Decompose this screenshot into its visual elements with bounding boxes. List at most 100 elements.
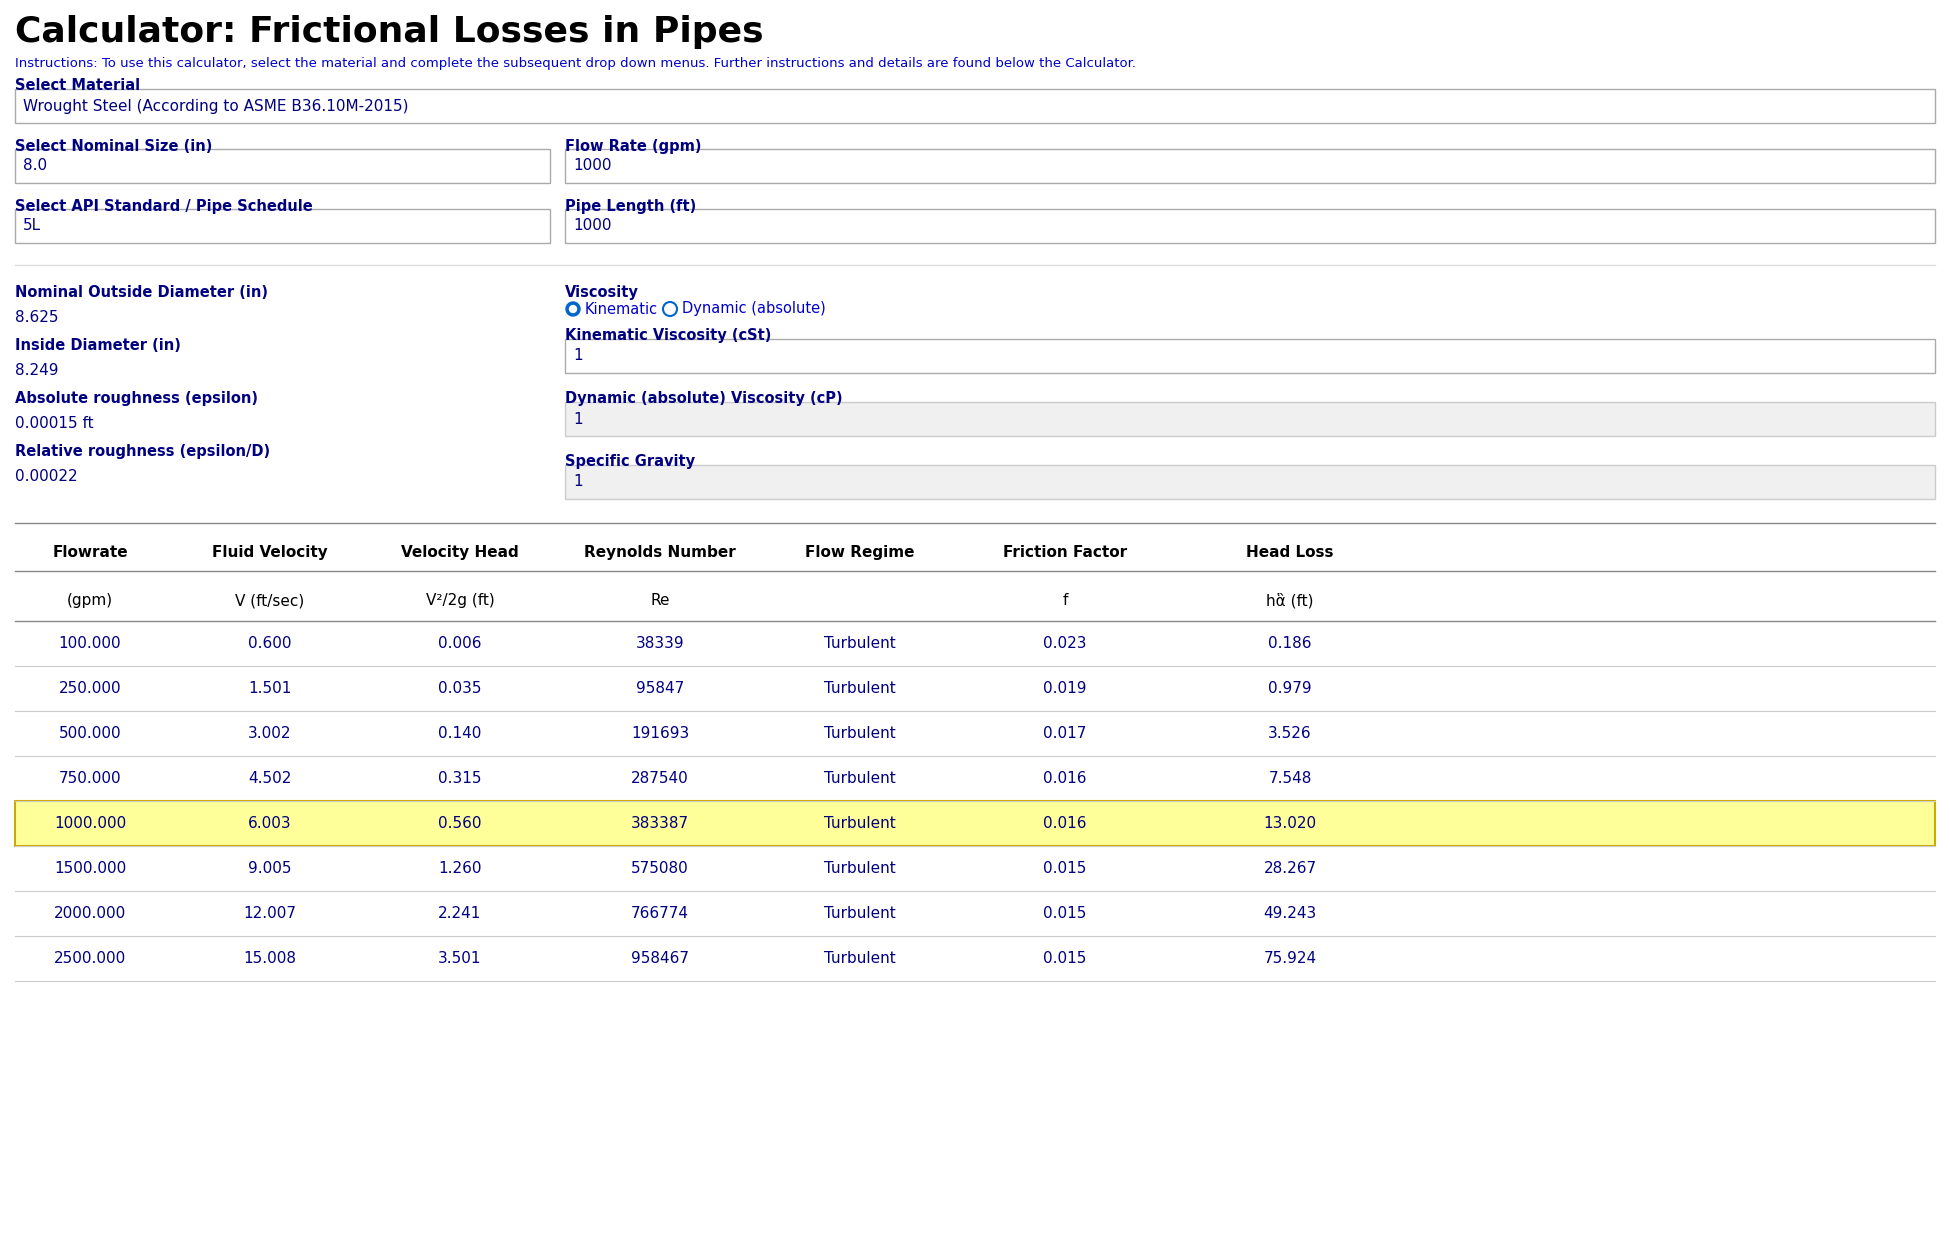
Text: 1.501: 1.501 (248, 680, 292, 695)
Text: 0.979: 0.979 (1268, 680, 1312, 695)
Text: 2.241: 2.241 (439, 906, 482, 921)
Text: Dynamic (absolute): Dynamic (absolute) (682, 302, 825, 317)
Text: Instructions: To use this calculator, select the material and complete the subse: Instructions: To use this calculator, se… (16, 56, 1137, 70)
Text: 750.000: 750.000 (58, 771, 121, 786)
Text: Flow Rate (gpm): Flow Rate (gpm) (566, 139, 702, 154)
Text: Select Material: Select Material (16, 78, 140, 93)
Text: Turbulent: Turbulent (825, 771, 895, 786)
Text: Select API Standard / Pipe Schedule: Select API Standard / Pipe Schedule (16, 199, 312, 214)
Text: 1: 1 (573, 411, 583, 426)
Text: 250.000: 250.000 (58, 680, 121, 695)
Text: Velocity Head: Velocity Head (402, 545, 519, 560)
FancyBboxPatch shape (16, 89, 1934, 123)
Text: Wrought Steel (According to ASME B36.10M-2015): Wrought Steel (According to ASME B36.10M… (23, 99, 408, 114)
Text: Dynamic (absolute) Viscosity (cP): Dynamic (absolute) Viscosity (cP) (566, 391, 842, 406)
Text: 100.000: 100.000 (58, 637, 121, 652)
FancyBboxPatch shape (566, 149, 1934, 183)
Text: 0.019: 0.019 (1043, 680, 1086, 695)
Text: Viscosity: Viscosity (566, 284, 640, 299)
Text: 28.267: 28.267 (1264, 861, 1316, 876)
Text: 0.600: 0.600 (248, 637, 292, 652)
Text: 38339: 38339 (636, 637, 684, 652)
Text: Nominal Outside Diameter (in): Nominal Outside Diameter (in) (16, 284, 267, 299)
Text: 8.249: 8.249 (16, 363, 58, 378)
Text: 383387: 383387 (632, 816, 688, 831)
Text: 0.006: 0.006 (439, 637, 482, 652)
Text: Turbulent: Turbulent (825, 637, 895, 652)
Circle shape (569, 306, 577, 312)
Text: 0.00022: 0.00022 (16, 469, 78, 484)
Text: Turbulent: Turbulent (825, 861, 895, 876)
Text: 1: 1 (573, 348, 583, 363)
Text: 1: 1 (573, 475, 583, 490)
Text: 1000: 1000 (573, 158, 612, 173)
Text: V²/2g (ft): V²/2g (ft) (425, 593, 495, 608)
Text: 9.005: 9.005 (248, 861, 292, 876)
Text: 1.260: 1.260 (439, 861, 482, 876)
Text: 49.243: 49.243 (1264, 906, 1316, 921)
Text: Friction Factor: Friction Factor (1002, 545, 1127, 560)
Text: Turbulent: Turbulent (825, 680, 895, 695)
Text: Turbulent: Turbulent (825, 725, 895, 741)
Text: 1000: 1000 (573, 218, 612, 233)
FancyBboxPatch shape (566, 340, 1934, 373)
Text: hἃ (ft): hἃ (ft) (1266, 593, 1314, 609)
Text: 0.016: 0.016 (1043, 771, 1086, 786)
Text: Absolute roughness (epsilon): Absolute roughness (epsilon) (16, 391, 257, 406)
Text: 12.007: 12.007 (244, 906, 296, 921)
Text: Pipe Length (ft): Pipe Length (ft) (566, 199, 696, 214)
Text: Select Nominal Size (in): Select Nominal Size (in) (16, 139, 213, 154)
Text: Turbulent: Turbulent (825, 906, 895, 921)
Text: Flow Regime: Flow Regime (805, 545, 915, 560)
Text: 8.625: 8.625 (16, 309, 58, 325)
Text: 0.140: 0.140 (439, 725, 482, 741)
Text: 0.00015 ft: 0.00015 ft (16, 416, 94, 431)
Text: Calculator: Frictional Losses in Pipes: Calculator: Frictional Losses in Pipes (16, 15, 764, 49)
FancyBboxPatch shape (566, 209, 1934, 243)
Text: 0.017: 0.017 (1043, 725, 1086, 741)
Text: V (ft/sec): V (ft/sec) (236, 593, 304, 608)
Text: 287540: 287540 (632, 771, 688, 786)
Text: 1500.000: 1500.000 (55, 861, 127, 876)
Text: 13.020: 13.020 (1264, 816, 1316, 831)
Text: 0.023: 0.023 (1043, 637, 1086, 652)
Circle shape (566, 302, 579, 316)
Text: 0.035: 0.035 (439, 680, 482, 695)
Text: 191693: 191693 (632, 725, 688, 741)
Text: 0.315: 0.315 (439, 771, 482, 786)
Text: Kinematic Viscosity (cSt): Kinematic Viscosity (cSt) (566, 328, 772, 343)
Text: 1000.000: 1000.000 (55, 816, 127, 831)
Text: Relative roughness (epsilon/D): Relative roughness (epsilon/D) (16, 444, 271, 459)
Text: 0.016: 0.016 (1043, 816, 1086, 831)
Text: Head Loss: Head Loss (1246, 545, 1334, 560)
Text: Turbulent: Turbulent (825, 816, 895, 831)
Text: 575080: 575080 (632, 861, 688, 876)
Text: 958467: 958467 (632, 951, 688, 966)
Text: 6.003: 6.003 (248, 816, 292, 831)
Text: 0.015: 0.015 (1043, 906, 1086, 921)
Text: Specific Gravity: Specific Gravity (566, 454, 694, 469)
Text: 500.000: 500.000 (58, 725, 121, 741)
Bar (16, 801, 1934, 846)
Text: Reynolds Number: Reynolds Number (585, 545, 735, 560)
Text: 95847: 95847 (636, 680, 684, 695)
Text: Kinematic: Kinematic (585, 302, 659, 317)
Text: 3.501: 3.501 (439, 951, 482, 966)
Text: f: f (1063, 593, 1069, 608)
Text: 7.548: 7.548 (1268, 771, 1312, 786)
Text: 4.502: 4.502 (248, 771, 292, 786)
Text: 0.560: 0.560 (439, 816, 482, 831)
Text: Flowrate: Flowrate (53, 545, 129, 560)
Text: 2500.000: 2500.000 (55, 951, 127, 966)
Text: 5L: 5L (23, 218, 41, 233)
Text: 0.015: 0.015 (1043, 951, 1086, 966)
Text: 8.0: 8.0 (23, 158, 47, 173)
Text: Re: Re (649, 593, 669, 608)
Text: 766774: 766774 (632, 906, 688, 921)
FancyBboxPatch shape (16, 149, 550, 183)
Text: 3.002: 3.002 (248, 725, 292, 741)
Text: Turbulent: Turbulent (825, 951, 895, 966)
Text: 75.924: 75.924 (1264, 951, 1316, 966)
FancyBboxPatch shape (566, 465, 1934, 499)
Text: 2000.000: 2000.000 (55, 906, 127, 921)
